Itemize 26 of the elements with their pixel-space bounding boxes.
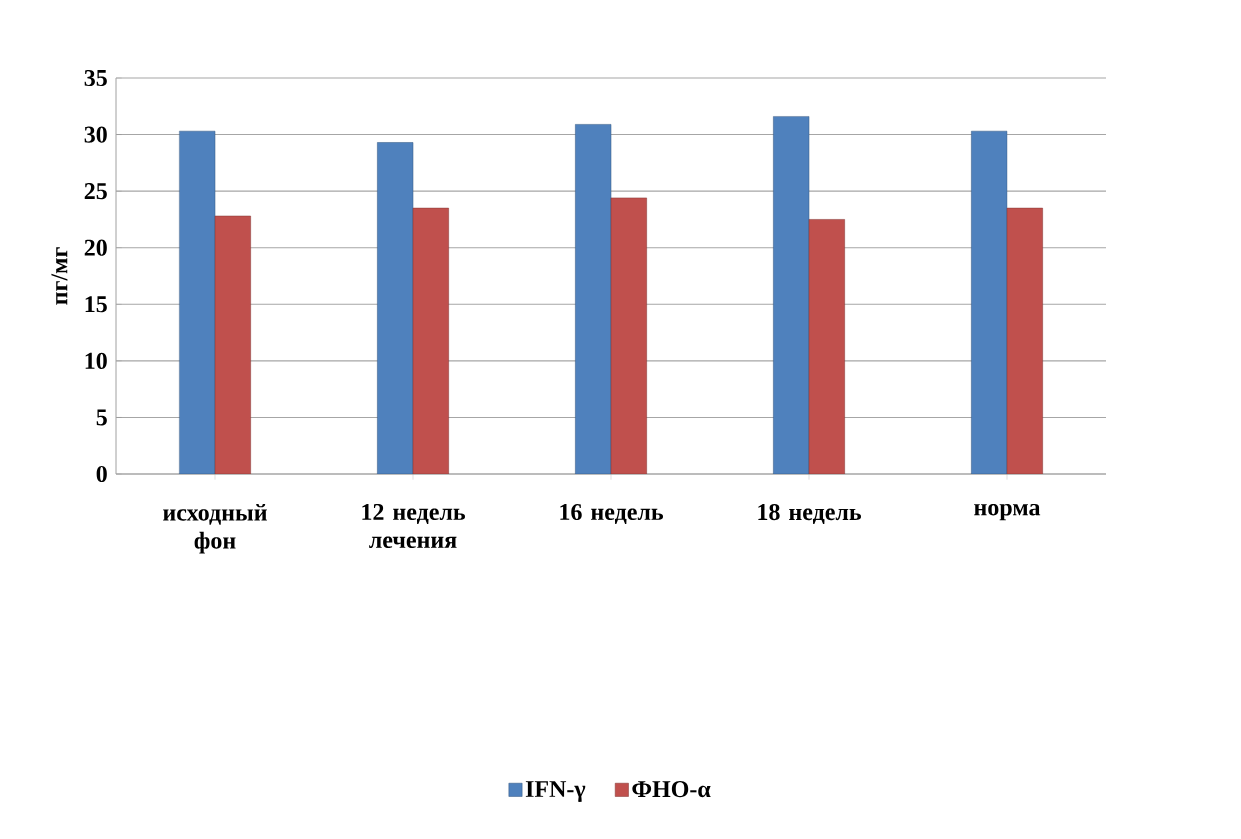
x-tick-label: 18 недель bbox=[758, 503, 861, 525]
bar bbox=[377, 142, 414, 474]
y-axis-title: пг/мг bbox=[51, 247, 68, 305]
legend-label: IFN-γ bbox=[525, 781, 586, 802]
bar bbox=[575, 124, 612, 474]
bar bbox=[773, 116, 810, 474]
x-tick-label: норма bbox=[974, 503, 1041, 521]
bar bbox=[610, 197, 647, 474]
x-tick-label: 16 недель bbox=[560, 503, 663, 525]
y-tick-label: 25 bbox=[84, 183, 107, 200]
x-tick-label: исходный фон bbox=[163, 503, 267, 554]
bar bbox=[214, 215, 251, 474]
y-tick-label: 5 bbox=[96, 409, 107, 426]
y-tick-label: 20 bbox=[84, 239, 107, 256]
y-tick-label: 0 bbox=[96, 465, 107, 483]
y-tick-label: 30 bbox=[84, 126, 107, 143]
bar bbox=[971, 130, 1008, 474]
legend-label: ФНО-α bbox=[632, 781, 711, 798]
x-tick-label: 12 недель лечения bbox=[362, 503, 465, 549]
bar bbox=[1006, 207, 1043, 474]
bar bbox=[179, 130, 216, 474]
bar bbox=[412, 207, 449, 474]
y-tick-label: 15 bbox=[85, 296, 107, 313]
y-tick-label: 35 bbox=[84, 69, 107, 87]
y-tick-label: 10 bbox=[85, 352, 107, 369]
bar bbox=[808, 219, 845, 474]
